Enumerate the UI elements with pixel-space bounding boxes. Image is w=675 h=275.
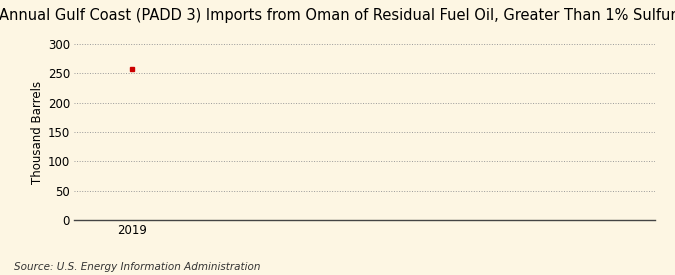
Text: Source: U.S. Energy Information Administration: Source: U.S. Energy Information Administ… (14, 262, 260, 272)
Y-axis label: Thousand Barrels: Thousand Barrels (30, 80, 44, 184)
Text: Annual Gulf Coast (PADD 3) Imports from Oman of Residual Fuel Oil, Greater Than : Annual Gulf Coast (PADD 3) Imports from … (0, 8, 675, 23)
